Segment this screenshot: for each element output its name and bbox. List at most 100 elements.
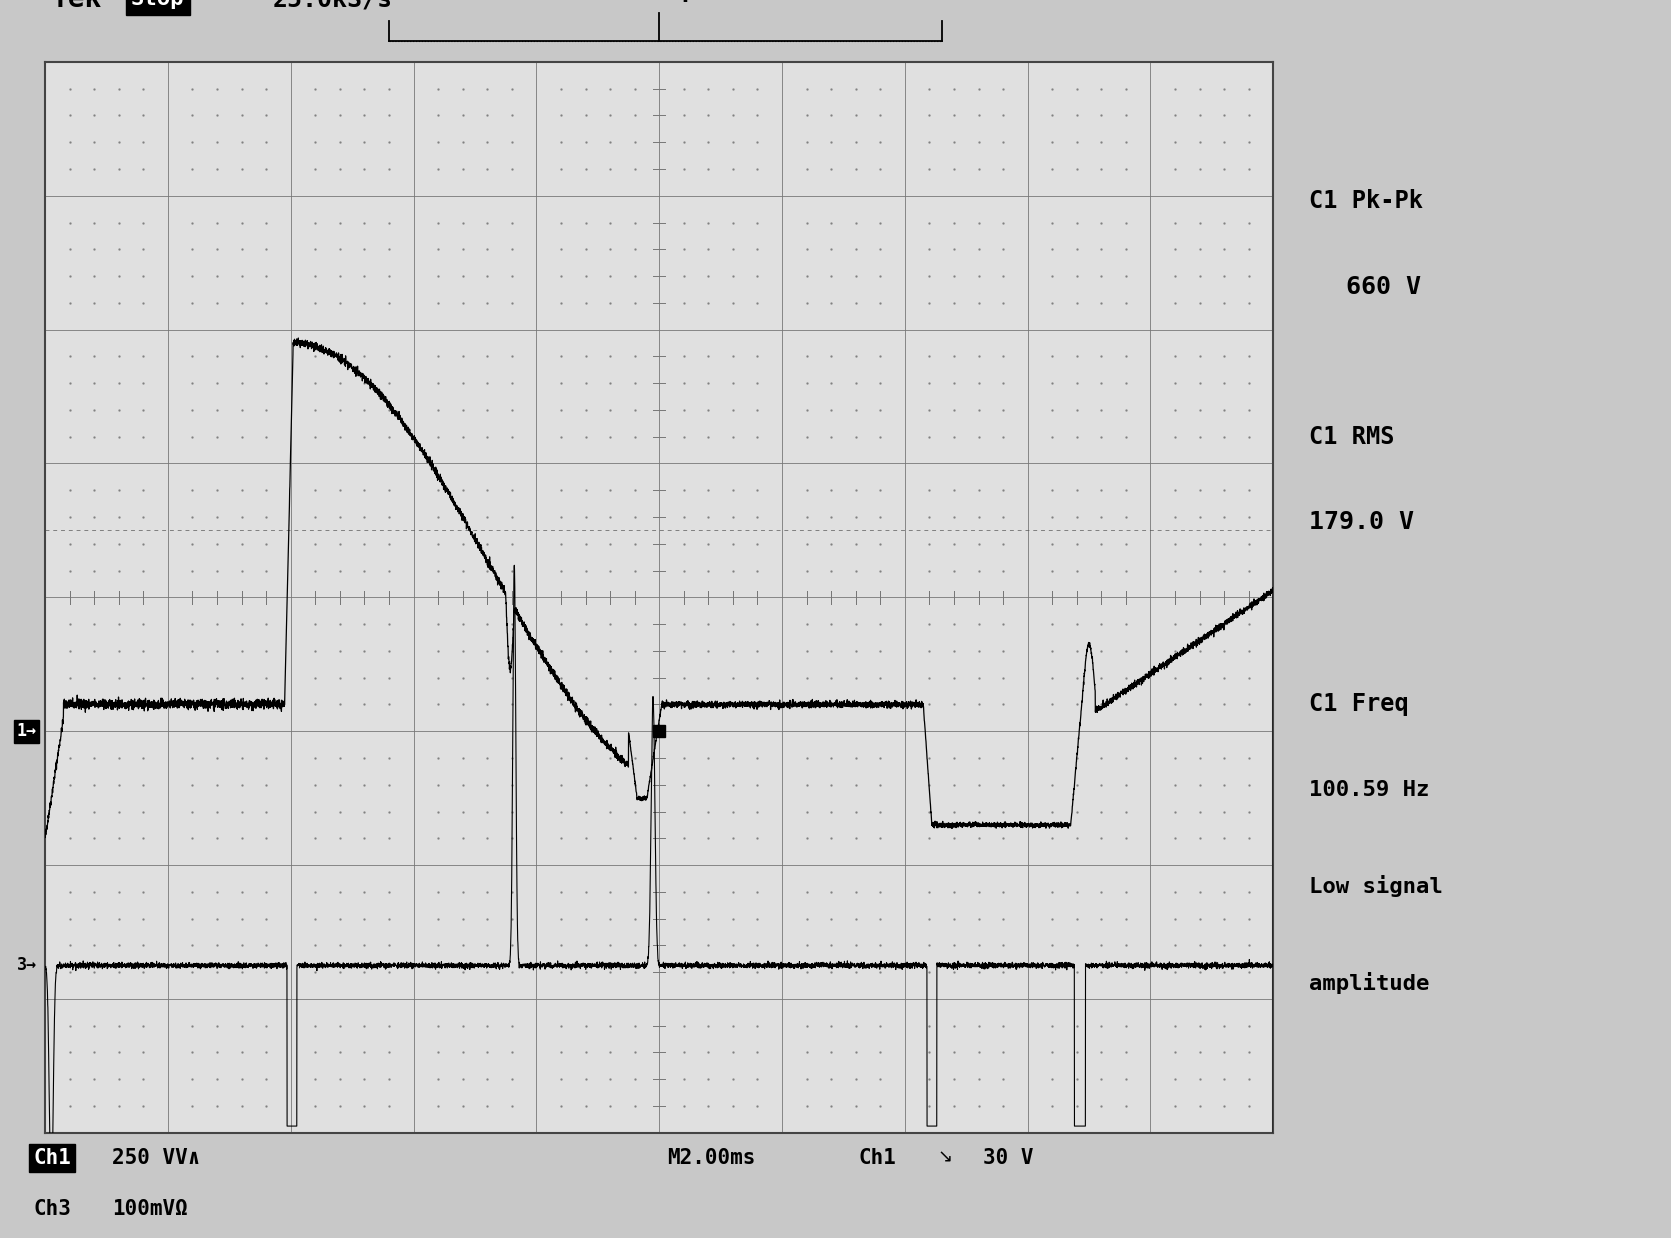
Point [1161,1015,1188,1035]
Point [204,534,231,553]
Point [916,614,942,634]
Point [449,962,476,982]
Point [916,132,942,152]
Point [229,79,256,99]
Point [351,828,378,848]
Point [1063,374,1089,394]
Point [571,293,598,313]
Point [105,695,132,714]
Point [80,828,107,848]
Point [1088,508,1115,527]
Point [1161,561,1188,581]
Point [989,1042,1016,1062]
Point [475,400,501,420]
Point [130,962,157,982]
Point [204,213,231,233]
Point [916,667,942,687]
Point [744,160,770,180]
Point [449,213,476,233]
Point [744,802,770,822]
Point [744,909,770,928]
Point [105,79,132,99]
Point [720,534,747,553]
Point [966,427,993,447]
Point [179,881,206,901]
Point [941,909,968,928]
Point [1186,962,1213,982]
Point [424,881,451,901]
Point [302,775,329,795]
Point [867,266,894,286]
Point [376,561,403,581]
Point [1039,400,1066,420]
Point [548,293,575,313]
Point [424,802,451,822]
Point [966,1070,993,1089]
Point [130,775,157,795]
Point [424,748,451,768]
Point [130,1015,157,1035]
Point [670,1042,697,1062]
Point [571,534,598,553]
Point [966,1042,993,1062]
Point [571,79,598,99]
Point [622,293,648,313]
Point [966,132,993,152]
Point [720,881,747,901]
Point [548,614,575,634]
Point [670,828,697,848]
Point [622,641,648,661]
Point [916,1042,942,1062]
Point [302,213,329,233]
Point [1113,400,1140,420]
Point [252,132,279,152]
Point [695,480,722,500]
Point [867,1015,894,1035]
Point [1088,962,1115,982]
Point [720,561,747,581]
Point [1039,213,1066,233]
Point [695,641,722,661]
Point [794,132,820,152]
Point [302,1042,329,1062]
Point [179,1042,206,1062]
Point [1088,561,1115,581]
Point [1113,881,1140,901]
Point [204,1015,231,1035]
Point [941,427,968,447]
Point [597,1096,623,1115]
Point [1039,427,1066,447]
Point [1161,828,1188,848]
Point [498,695,525,714]
Point [130,132,157,152]
Point [302,695,329,714]
Point [252,881,279,901]
Point [1088,160,1115,180]
Point [1211,347,1238,366]
Point [867,667,894,687]
Point [498,79,525,99]
Point [1186,374,1213,394]
Point [1113,936,1140,956]
Point [966,641,993,661]
Point [229,132,256,152]
Point [326,427,353,447]
Point [80,132,107,152]
Point [842,1096,869,1115]
Point [842,748,869,768]
Point [622,427,648,447]
Point [424,213,451,233]
Point [351,881,378,901]
Point [916,213,942,233]
Point [548,695,575,714]
Point [916,802,942,822]
Point [695,1070,722,1089]
Point [966,1015,993,1035]
Point [1186,1070,1213,1089]
Point [842,105,869,125]
Point [622,667,648,687]
Point [204,828,231,848]
Point [130,802,157,822]
Point [1186,936,1213,956]
Point [597,400,623,420]
